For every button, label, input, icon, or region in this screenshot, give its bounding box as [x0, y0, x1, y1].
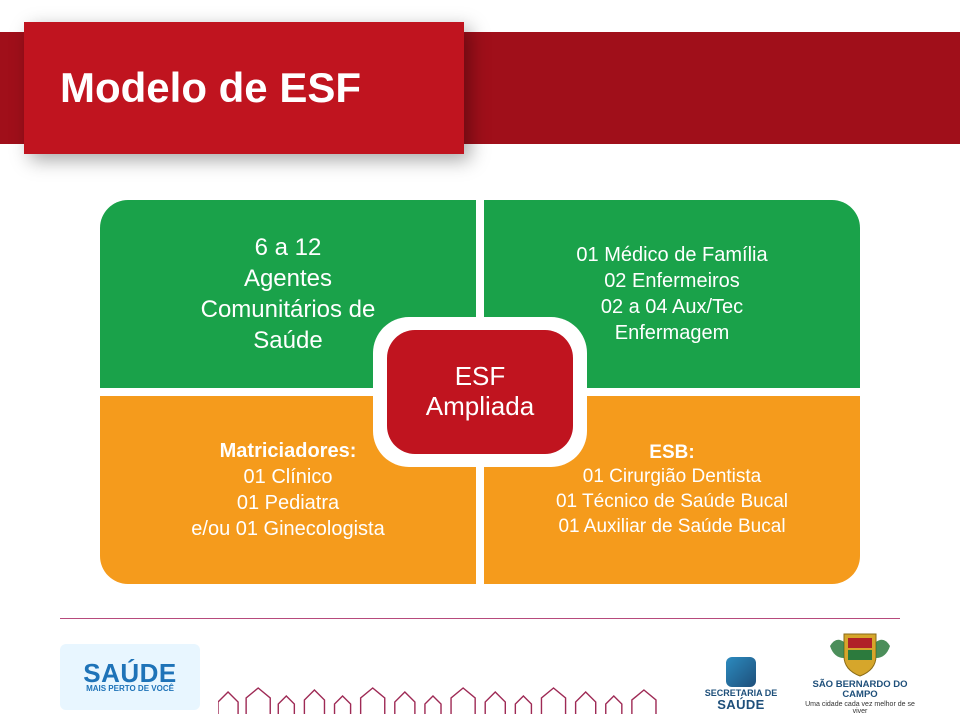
center-pill: ESF Ampliada: [373, 317, 587, 467]
houses-icon: [218, 684, 660, 714]
secretaria-icon: [726, 657, 756, 687]
esf-grid: 6 a 12 Agentes Comunitários de Saúde 01 …: [100, 200, 860, 584]
logo-crest: SÃO BERNARDO DO CAMPO Uma cidade cada ve…: [800, 628, 920, 716]
footer: SAÚDE MAIS PERTO DE VOCÊ SECRETARIA DE S…: [0, 632, 960, 722]
footer-rule: [60, 618, 900, 619]
crest-icon: [824, 628, 896, 678]
title-block: Modelo de ESF: [24, 22, 464, 154]
logo-saude: SAÚDE MAIS PERTO DE VOCÊ: [60, 644, 200, 710]
slide-title: Modelo de ESF: [60, 64, 361, 112]
logo-secretaria: SECRETARIA DE SAÚDE: [686, 657, 796, 712]
center-label: ESF Ampliada: [387, 330, 573, 454]
slide: Modelo de ESF 6 a 12 Agentes Comunitário…: [0, 0, 960, 722]
